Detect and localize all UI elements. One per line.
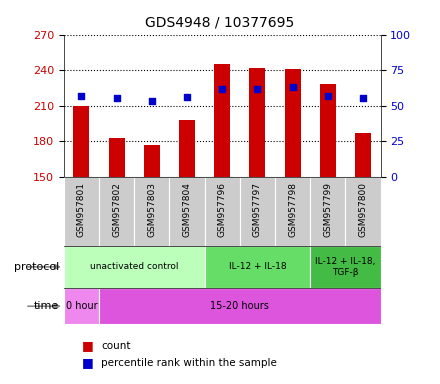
Point	[359, 96, 367, 102]
Bar	[99, 177, 134, 246]
Bar	[205, 177, 240, 246]
Bar	[355, 133, 371, 177]
Point	[113, 96, 120, 102]
Bar	[73, 106, 89, 177]
Bar	[345, 177, 381, 246]
Text: 15-20 hours: 15-20 hours	[210, 301, 269, 311]
Bar	[144, 145, 160, 177]
Bar	[310, 246, 381, 288]
Bar	[214, 64, 230, 177]
Bar	[205, 246, 310, 288]
Text: 0 hour: 0 hour	[66, 301, 97, 311]
Text: ■: ■	[81, 339, 93, 352]
Text: GSM957796: GSM957796	[218, 182, 227, 237]
Bar	[134, 177, 169, 246]
Bar	[179, 120, 195, 177]
Bar	[64, 246, 205, 288]
Text: GSM957802: GSM957802	[112, 182, 121, 237]
Text: GSM957801: GSM957801	[77, 182, 86, 237]
Text: protocol: protocol	[14, 262, 59, 272]
Bar	[249, 68, 265, 177]
Text: IL-12 + IL-18,
TGF-β: IL-12 + IL-18, TGF-β	[315, 257, 376, 276]
Text: GSM957799: GSM957799	[323, 182, 332, 237]
Text: time: time	[34, 301, 59, 311]
Text: GSM957804: GSM957804	[183, 182, 191, 237]
Point	[148, 98, 155, 104]
Point	[78, 93, 85, 99]
Point	[254, 86, 261, 92]
Bar	[64, 177, 99, 246]
Text: IL-12 + IL-18: IL-12 + IL-18	[229, 262, 286, 271]
Bar	[320, 84, 336, 177]
Point	[219, 86, 226, 92]
Bar	[169, 177, 205, 246]
Bar	[310, 177, 345, 246]
Text: ■: ■	[81, 356, 93, 369]
Text: GSM957798: GSM957798	[288, 182, 297, 237]
Point	[183, 94, 191, 100]
Text: GSM957800: GSM957800	[359, 182, 367, 237]
Bar	[99, 288, 381, 324]
Point	[289, 84, 296, 90]
Text: percentile rank within the sample: percentile rank within the sample	[101, 358, 277, 368]
Bar	[285, 69, 301, 177]
Text: GDS4948 / 10377695: GDS4948 / 10377695	[145, 15, 295, 29]
Text: GSM957797: GSM957797	[253, 182, 262, 237]
Bar	[240, 177, 275, 246]
Text: GSM957803: GSM957803	[147, 182, 156, 237]
Bar	[64, 288, 99, 324]
Bar	[109, 137, 125, 177]
Point	[324, 93, 331, 99]
Text: count: count	[101, 341, 131, 351]
Text: unactivated control: unactivated control	[90, 262, 179, 271]
Bar	[275, 177, 310, 246]
